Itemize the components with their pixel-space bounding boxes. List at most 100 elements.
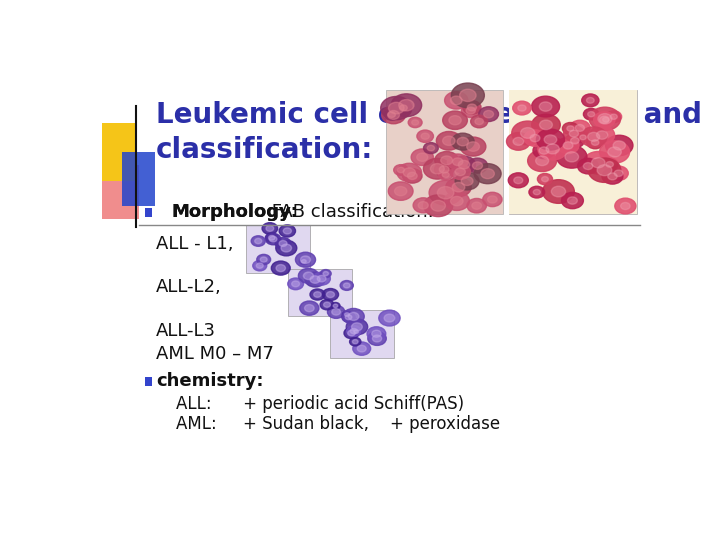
Circle shape bbox=[596, 131, 608, 139]
Circle shape bbox=[587, 136, 603, 149]
Circle shape bbox=[592, 158, 605, 168]
Circle shape bbox=[462, 104, 480, 118]
Text: ALL-L2,: ALL-L2, bbox=[156, 278, 222, 296]
Circle shape bbox=[372, 330, 381, 337]
Circle shape bbox=[318, 275, 326, 282]
Circle shape bbox=[408, 117, 422, 127]
Bar bbox=[288, 268, 352, 316]
Circle shape bbox=[546, 144, 559, 154]
Circle shape bbox=[403, 168, 415, 177]
Circle shape bbox=[580, 127, 607, 147]
Circle shape bbox=[474, 164, 501, 184]
Circle shape bbox=[382, 106, 405, 124]
Circle shape bbox=[328, 306, 345, 319]
Circle shape bbox=[534, 190, 540, 195]
Circle shape bbox=[332, 309, 341, 315]
Circle shape bbox=[372, 335, 382, 342]
Circle shape bbox=[541, 177, 549, 181]
Circle shape bbox=[600, 141, 629, 163]
Circle shape bbox=[429, 180, 462, 205]
Circle shape bbox=[557, 146, 587, 168]
Circle shape bbox=[530, 134, 540, 142]
Circle shape bbox=[305, 305, 314, 312]
Bar bbox=[102, 165, 138, 219]
Circle shape bbox=[455, 172, 479, 190]
Circle shape bbox=[279, 225, 295, 237]
Circle shape bbox=[467, 198, 487, 213]
Circle shape bbox=[514, 177, 523, 184]
Circle shape bbox=[512, 121, 544, 145]
Circle shape bbox=[411, 149, 433, 165]
Circle shape bbox=[583, 152, 613, 174]
Circle shape bbox=[435, 152, 459, 169]
Circle shape bbox=[475, 118, 483, 125]
Circle shape bbox=[276, 240, 297, 256]
Circle shape bbox=[452, 156, 475, 173]
Circle shape bbox=[481, 168, 495, 179]
Circle shape bbox=[357, 345, 366, 352]
Text: Morphology:: Morphology: bbox=[171, 204, 298, 221]
Circle shape bbox=[467, 104, 477, 111]
Bar bbox=[102, 123, 136, 181]
Circle shape bbox=[580, 135, 586, 140]
Circle shape bbox=[513, 137, 523, 145]
Circle shape bbox=[262, 222, 278, 234]
Circle shape bbox=[594, 112, 615, 128]
Circle shape bbox=[408, 172, 417, 179]
Circle shape bbox=[588, 112, 595, 117]
Circle shape bbox=[531, 114, 560, 136]
Circle shape bbox=[467, 142, 480, 151]
Circle shape bbox=[552, 186, 566, 197]
Circle shape bbox=[350, 338, 361, 346]
Circle shape bbox=[461, 177, 473, 186]
Circle shape bbox=[609, 166, 629, 180]
Circle shape bbox=[402, 168, 422, 183]
Circle shape bbox=[483, 192, 502, 207]
Circle shape bbox=[531, 96, 559, 117]
Circle shape bbox=[451, 96, 462, 105]
Circle shape bbox=[305, 272, 325, 287]
Circle shape bbox=[613, 141, 626, 150]
Circle shape bbox=[565, 152, 579, 162]
Circle shape bbox=[466, 107, 475, 114]
Circle shape bbox=[350, 328, 357, 334]
Circle shape bbox=[395, 186, 407, 195]
Circle shape bbox=[266, 233, 281, 245]
Circle shape bbox=[384, 109, 399, 120]
Circle shape bbox=[610, 114, 617, 119]
Circle shape bbox=[266, 226, 274, 231]
Circle shape bbox=[310, 289, 325, 300]
Circle shape bbox=[343, 308, 364, 325]
Circle shape bbox=[352, 340, 358, 344]
Circle shape bbox=[303, 272, 313, 280]
Text: AML M0 – M7: AML M0 – M7 bbox=[156, 345, 274, 363]
Circle shape bbox=[452, 183, 465, 192]
Circle shape bbox=[418, 201, 428, 209]
Circle shape bbox=[417, 130, 433, 143]
Circle shape bbox=[533, 143, 555, 159]
Circle shape bbox=[479, 107, 498, 122]
Circle shape bbox=[457, 137, 469, 146]
Circle shape bbox=[537, 173, 552, 185]
Circle shape bbox=[528, 150, 557, 172]
Circle shape bbox=[438, 170, 453, 180]
Circle shape bbox=[458, 160, 469, 169]
Circle shape bbox=[423, 195, 453, 217]
Text: AML:     + Sudan black,    + peroxidase: AML: + Sudan black, + peroxidase bbox=[176, 415, 500, 434]
Circle shape bbox=[442, 172, 449, 178]
Circle shape bbox=[351, 328, 361, 335]
Circle shape bbox=[342, 311, 352, 318]
Circle shape bbox=[608, 173, 617, 180]
Circle shape bbox=[576, 132, 590, 143]
Circle shape bbox=[323, 302, 330, 307]
Circle shape bbox=[606, 161, 613, 167]
Circle shape bbox=[391, 94, 422, 117]
Circle shape bbox=[575, 124, 585, 131]
Circle shape bbox=[434, 162, 454, 177]
Circle shape bbox=[598, 113, 612, 124]
Circle shape bbox=[570, 130, 579, 137]
Circle shape bbox=[539, 120, 552, 130]
Circle shape bbox=[300, 301, 319, 315]
Circle shape bbox=[288, 278, 304, 290]
Circle shape bbox=[608, 147, 621, 157]
